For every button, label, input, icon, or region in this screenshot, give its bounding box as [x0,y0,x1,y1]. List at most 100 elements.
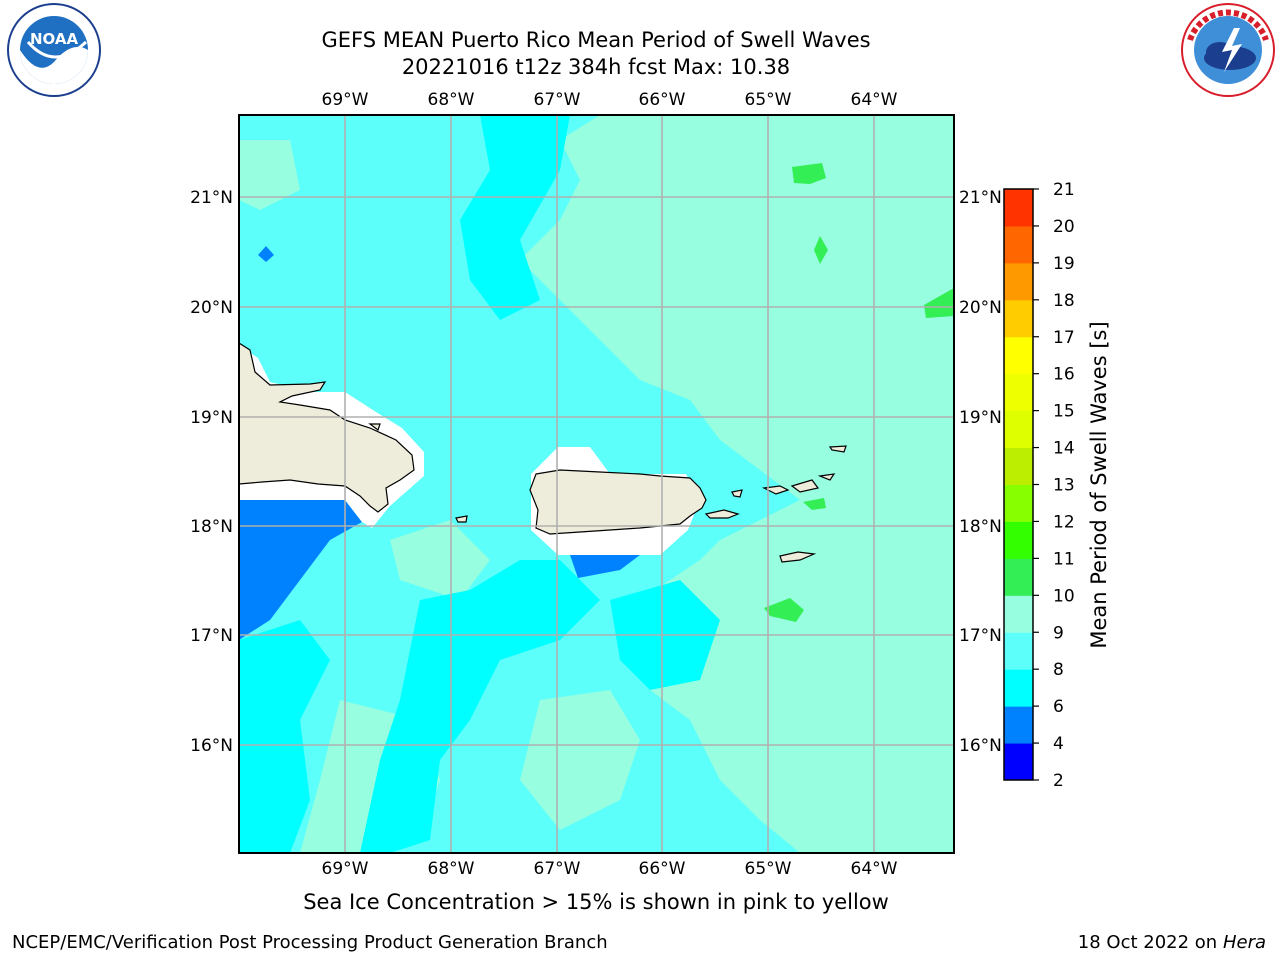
colorbar-segment [1004,225,1033,264]
colorbar-segment [1004,743,1033,781]
land-island [817,473,836,481]
lon-label: 64°W [851,90,898,110]
land-island [779,551,817,563]
colorbar-segment [1004,632,1033,670]
map-frame [238,114,955,854]
field-10-11s-patch [764,598,804,622]
chart-subtitle: 20221016 t12z 384h fcst Max: 10.38 [401,55,791,79]
field-6-8s-west [239,620,330,853]
lat-label: 19°N [959,408,1002,428]
field-10-11s-patch [792,163,826,184]
colorbar-segment [1004,595,1033,633]
land-island [828,445,847,453]
field-10-11s-patch [924,288,954,318]
colorbar-tick-label: 9 [1053,623,1064,643]
lat-label: 21°N [959,188,1002,208]
land-island [731,489,743,498]
lat-label: 20°N [190,298,233,318]
lon-label: 66°W [639,90,686,110]
colorbar-tick-label: 13 [1053,476,1075,496]
lat-labels-right: 21°N 20°N 19°N 18°N 17°N 16°N [959,188,1002,756]
lat-label: 20°N [959,298,1002,318]
lon-label: 67°W [534,859,581,879]
colorbar-tick-label: 16 [1053,365,1075,385]
lat-label: 19°N [190,408,233,428]
colorbar-tick-label: 8 [1053,660,1064,680]
graticule [239,115,954,853]
colorbar-tick-label: 18 [1053,291,1075,311]
lat-label: 17°N [190,626,233,646]
colorbar-segment [1004,410,1033,449]
footer-date: 18 Oct 2022 on Hera [1078,932,1266,953]
colorbar-tick-label: 2 [1053,771,1064,791]
lon-labels-top: 69°W 68°W 67°W 66°W 65°W 64°W [322,90,898,110]
colorbar-segment [1004,558,1033,596]
field-4-6s-pr-south [570,555,640,578]
colorbar-tick-label: 6 [1053,697,1064,717]
noaa-logo-text: NOAA [30,30,79,48]
lat-label: 18°N [190,517,233,537]
land-island [368,423,381,431]
lon-label: 67°W [534,90,581,110]
sea-ice-caption: Sea Ice Concentration > 15% is shown in … [303,890,889,914]
colorbar-tick-label: 12 [1053,512,1075,532]
colorbar-tick-label: 4 [1053,734,1064,754]
lon-label: 65°W [745,859,792,879]
colorbar-tick-label: 19 [1053,254,1075,274]
footer-branch: NCEP/EMC/Verification Post Processing Pr… [12,932,608,953]
field-9-10s-south [520,690,640,830]
colorbar-segment [1004,669,1033,707]
lon-label: 69°W [322,859,369,879]
field-4-6s-hispaniola [239,500,362,640]
land-island [790,479,820,493]
colorbar-tick-label: 10 [1053,586,1075,606]
lat-label: 21°N [190,188,233,208]
colorbar-segment [1004,447,1033,485]
colorbar-segment [1004,706,1033,744]
lon-label: 64°W [851,859,898,879]
chart-title: GEFS MEAN Puerto Rico Mean Period of Swe… [321,28,871,52]
colorbar-segment [1004,262,1033,301]
lon-label: 68°W [428,90,475,110]
noaa-logo: NOAA [2,2,106,98]
colorbar: 2 4 6 8 9 10 11 12 13 14 15 16 17 18 19 20 21 [1003,180,1075,791]
colorbar-segment [1004,484,1033,522]
lon-label: 66°W [639,859,686,879]
lon-label: 69°W [322,90,369,110]
footer-date-text: 18 Oct 2022 on [1077,932,1218,953]
land-hispaniola [239,342,415,513]
colorbar-segment [1004,189,1033,227]
nws-logo [1176,0,1280,100]
colorbar-tick-label: 21 [1053,180,1075,200]
field-4-6s-spot [258,246,274,262]
lat-label: 18°N [959,517,1002,537]
colorbar-tick-label: 14 [1053,439,1075,459]
land-island [704,509,740,519]
swell-period-field [239,115,954,853]
colorbar-segment [1004,336,1033,375]
colorbar-segment [1004,299,1033,338]
field-9-10s-center [390,520,490,600]
colorbar-tick-label: 15 [1053,402,1075,422]
lat-label: 17°N [959,626,1002,646]
field-10-11s-patch [814,236,828,264]
field-6-8s-mona [360,560,600,853]
land-island [455,515,468,523]
lon-label: 68°W [428,859,475,879]
lat-labels-left: 21°N 20°N 19°N 18°N 17°N 16°N [190,188,233,756]
field-9-10s-west-top [239,140,300,210]
lat-label: 16°N [959,736,1002,756]
colorbar-tick-label: 11 [1053,549,1075,569]
colorbar-segment [1004,373,1033,412]
land-island [761,485,790,495]
field-6-8s-center [460,115,570,320]
colorbar-tick-label: 17 [1053,328,1075,348]
colorbar-tick-label: 20 [1053,217,1075,237]
colorbar-segment [1004,521,1033,559]
colorbar-label: Mean Period of Swell Waves [s] [1087,321,1111,648]
lon-labels-bottom: 69°W 68°W 67°W 66°W 65°W 64°W [322,859,898,879]
field-10-11s-patch [803,498,826,510]
field-9-10s-east [520,115,954,853]
footer-machine: Hera [1222,932,1266,953]
